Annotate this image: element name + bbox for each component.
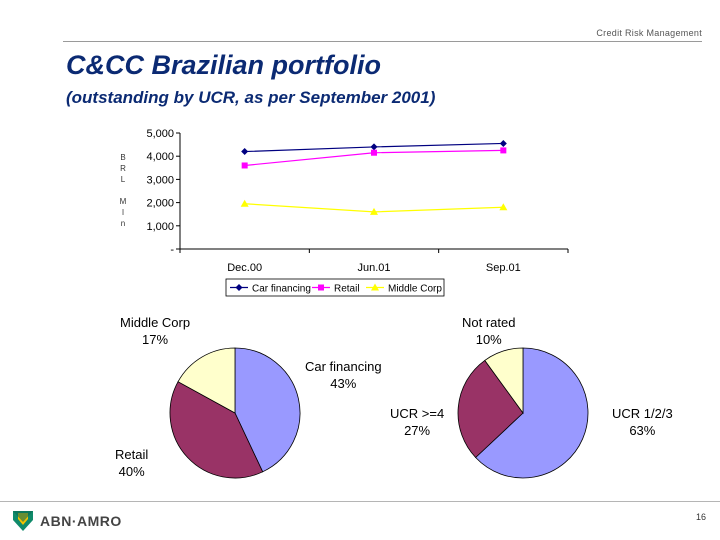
pie-slice [177,347,236,414]
pie-charts [169,347,589,479]
legend-marker [371,283,379,291]
legend-label: Middle Corp [388,284,442,295]
pie1-label-middle-corp: Middle Corp 17% [120,315,191,347]
y-tick-label: 1,000 [146,221,174,233]
y-label-char: L [120,175,126,184]
pie1-label-retail: Retail 40% [115,447,149,479]
y-label-char: B [120,153,126,162]
y-tick-label: 5,000 [146,128,174,140]
y-tick-label: 3,000 [146,174,174,186]
line-chart-axes: - 1,000 2,000 3,000 4,000 5,000 Dec.00 Jun.01 Se… [146,128,569,274]
pie2-label-not-rated: Not rated 10% [462,315,516,347]
data-point [500,147,507,154]
series-2 [240,199,508,215]
legend-label: Retail [334,284,360,295]
slide-subtitle: (outstanding by UCR, as per September 20… [66,88,436,107]
section-label: Credit Risk Management [596,28,702,38]
y-label-char: n [120,219,126,228]
line-chart-series [240,139,508,215]
x-tick-label: Jun.01 [357,262,390,274]
slide-title: C&CC Brazilian portfolio [66,50,381,80]
data-point [370,143,378,151]
data-point [371,149,377,156]
page-number: 16 [695,512,706,522]
data-point [241,162,248,169]
x-tick-label: Dec.00 [227,262,262,274]
footer-divider [0,501,720,502]
pie-slice [457,359,524,459]
y-label-char: l [122,208,124,217]
brand-name: ABN·AMRO [40,513,122,529]
shield-logo-icon [13,511,33,531]
y-tick-label: 4,000 [146,151,174,163]
y-label-char: M [119,197,127,206]
legend-box [225,278,445,297]
y-tick-label: - [170,244,174,256]
pie2-label-ucr-4: UCR >=4 27% [390,406,445,438]
header-divider [63,41,702,42]
pie1-label-car-financing: Car financing 43% [305,359,382,391]
data-point [499,139,507,147]
brand-logo: ABN·AMRO [12,510,122,532]
x-tick-label: Sep.01 [486,262,521,274]
pie-slice [484,347,524,415]
pie-chart-segment-mix [169,347,301,479]
line-chart: - 1,000 2,000 3,000 4,000 5,000 Dec.00 Jun.01 Se… [146,128,569,297]
y-label-char: R [120,164,126,173]
series-0 [241,139,507,156]
data-point [240,199,249,207]
data-point [499,203,508,211]
pie-slice [234,347,301,473]
pie-slice [169,381,264,479]
line-chart-y-axis-label: B R L M l n [118,152,128,229]
line-chart-legend: Car financing Retail Middle Corp [225,278,445,297]
legend-marker [318,284,324,291]
y-tick-label: 2,000 [146,198,174,210]
data-point [370,207,378,215]
data-point [241,148,249,156]
legend-marker [235,284,243,291]
series-1 [241,147,507,169]
pie-chart-ucr-mix [457,347,589,479]
pie2-label-ucr-123: UCR 1/2/3 63% [612,406,673,438]
pie-slice [475,347,589,479]
legend-label: Car financing [252,284,311,295]
